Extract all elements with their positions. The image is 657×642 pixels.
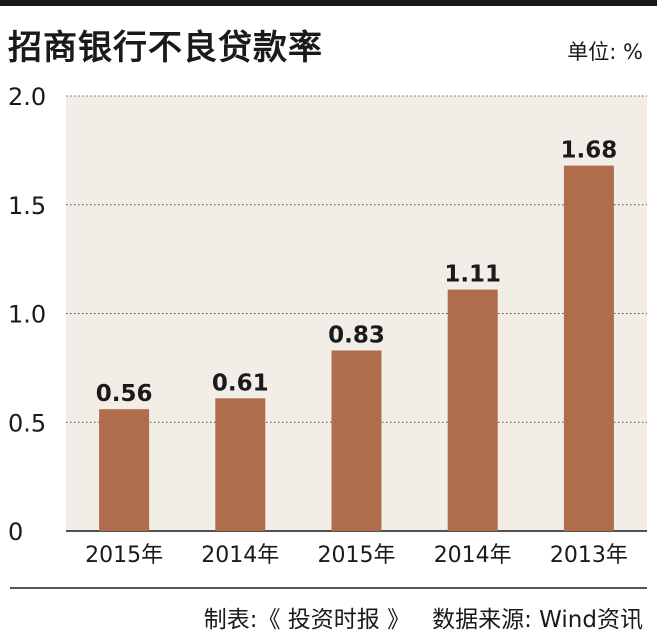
data-label: 0.83	[328, 322, 385, 348]
data-label: 1.11	[444, 262, 501, 288]
top-rule	[0, 0, 657, 6]
x-tick-label: 2014年	[434, 543, 512, 568]
y-tick-label: 2.0	[8, 83, 46, 111]
bar	[563, 165, 614, 531]
data-label: 1.68	[561, 138, 618, 164]
y-tick-label: 1.0	[8, 301, 46, 329]
y-tick-label: 1.5	[8, 192, 46, 220]
credit-maker: 制表:《 投资时报 》	[203, 607, 411, 633]
bar	[331, 350, 382, 531]
chart-title: 招商银行不良贷款率	[8, 28, 323, 68]
bar	[215, 398, 266, 531]
x-tick-label: 2015年	[85, 543, 163, 568]
x-tick-label: 2014年	[201, 543, 279, 568]
credit-source: 数据来源: Wind资讯	[432, 607, 643, 633]
chart-area: 0 0.5 1.0 1.5 2.0 0.56 2015年 0.61 2014年 0.83 2015年…	[0, 70, 657, 580]
footer-credits: 制表:《 投资时报 》数据来源: Wind资讯	[204, 600, 643, 634]
data-label: 0.56	[96, 381, 153, 407]
x-tick-label: 2015年	[318, 543, 396, 568]
footer-rule	[10, 587, 647, 589]
bar	[99, 409, 150, 531]
unit-label: 单位: %	[567, 40, 643, 64]
bar-chart: 0 0.5 1.0 1.5 2.0 0.56 2015年 0.61 2014年 0.83 2015年…	[8, 83, 647, 568]
x-tick-label: 2013年	[550, 543, 628, 568]
bar	[447, 289, 498, 531]
y-tick-label: 0.5	[8, 409, 46, 437]
y-tick-label: 0	[8, 518, 23, 546]
data-label: 0.61	[212, 370, 269, 396]
